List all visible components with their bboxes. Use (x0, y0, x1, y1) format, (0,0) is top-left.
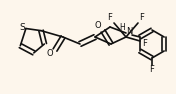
Text: S: S (19, 23, 25, 32)
Text: H: H (119, 22, 125, 31)
Text: F: F (108, 14, 112, 22)
Text: O: O (95, 22, 101, 30)
Text: F: F (143, 39, 147, 47)
Text: O: O (47, 50, 53, 58)
Text: F: F (150, 66, 154, 75)
Text: N: N (126, 28, 132, 36)
Text: F: F (140, 14, 144, 22)
